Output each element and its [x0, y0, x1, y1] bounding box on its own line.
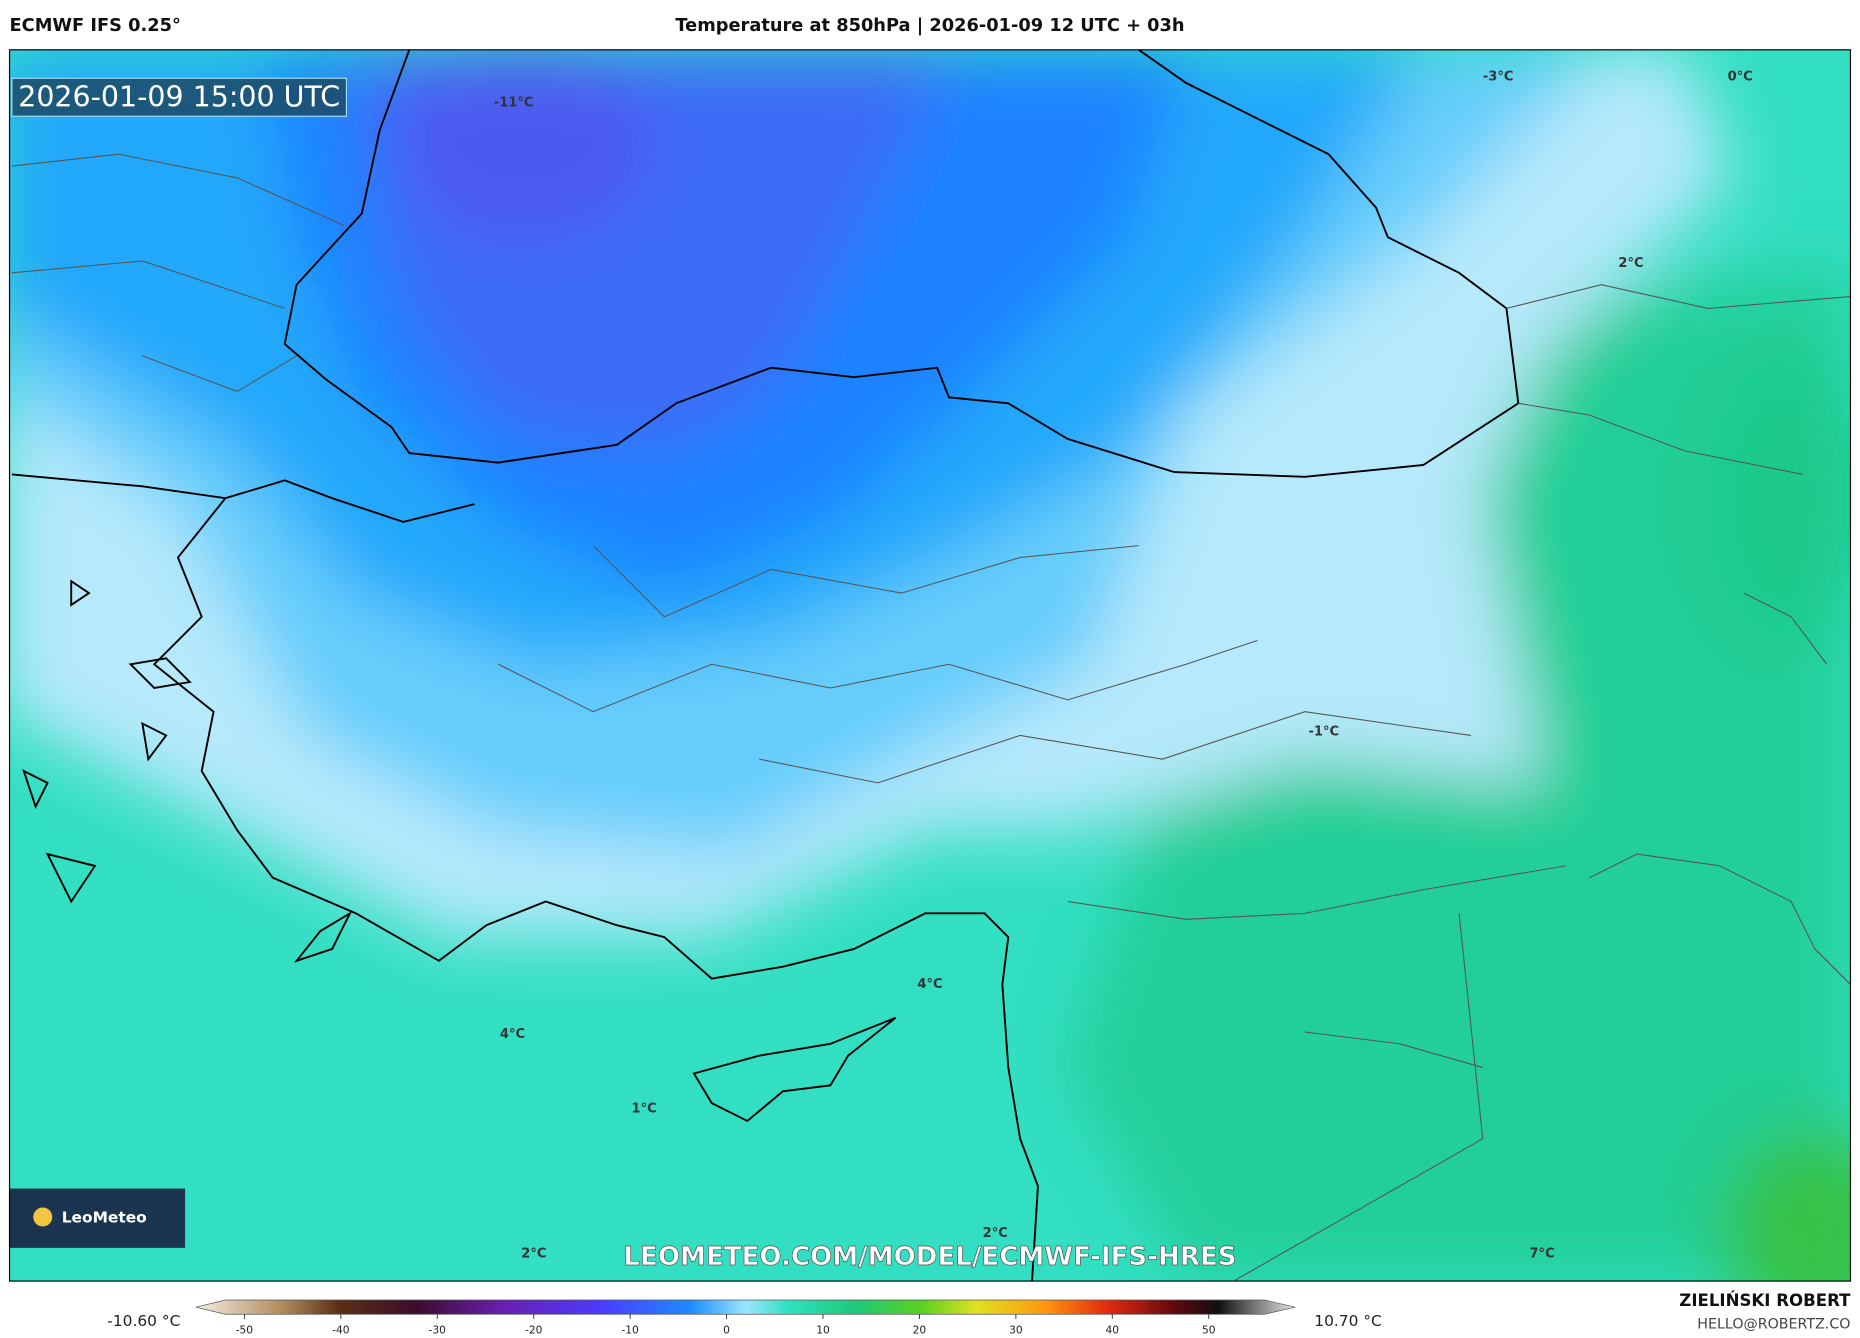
coastlines: [11, 49, 1520, 1282]
colorbar-bar: [195, 1299, 1296, 1315]
logo-text: LeoMeteo: [62, 1209, 147, 1227]
borders: [11, 153, 1851, 1282]
map-title: Temperature at 850hPa | 2026-01-09 12 UT…: [675, 15, 1184, 36]
contour-label: 4°C: [917, 977, 942, 992]
author: ZIELIŃSKI ROBERT: [1679, 1291, 1851, 1310]
logo-sun: [33, 1207, 53, 1227]
colorbar-tick-label: -10: [621, 1323, 639, 1336]
colorbar-tick-label: -30: [429, 1323, 447, 1336]
colorbar-tick-label: -20: [525, 1323, 543, 1336]
colorbar-tick-label: 20: [913, 1323, 927, 1336]
model-name: ECMWF IFS 0.25°: [10, 15, 181, 36]
colorbar-min: -10.60 °C: [107, 1312, 180, 1330]
timestamp: 2026-01-09 15:00 UTC: [18, 80, 340, 113]
contour-label: -3°C: [1483, 70, 1514, 85]
colorbar-tick-label: 30: [1009, 1323, 1023, 1336]
watermark: LEOMETEO.COM/MODEL/ECMWF-IFS-HRES: [623, 1242, 1236, 1272]
contour-label: -11°C: [494, 96, 534, 111]
contour-label: 7°C: [1529, 1246, 1554, 1261]
email: HELLO@ROBERTZ.CO: [1697, 1317, 1850, 1333]
contour-label: 2°C: [1618, 256, 1643, 271]
contour-label: 2°C: [521, 1246, 546, 1261]
contour-label: 0°C: [1728, 70, 1753, 85]
contour-label: 4°C: [500, 1027, 525, 1042]
map-frame: [8, 49, 1852, 1282]
contour-label: 2°C: [983, 1226, 1008, 1241]
colorbar-tick-label: -40: [332, 1323, 350, 1336]
colorbar-tick-label: 50: [1202, 1323, 1216, 1336]
colorbar-tick-label: -50: [236, 1323, 254, 1336]
timestamp-box: [11, 77, 347, 117]
colorbar: -10.60 °C 10.70 °C -50 -40 -30 -20 -10 0 10 20 3…: [107, 1299, 1382, 1336]
colorbar-tick-label: 0: [723, 1323, 730, 1336]
map: -11°C -3°C 0°C 2°C -1°C 4°C 4°C 1°C 2°C 2°C 7°C 20…: [9, 49, 1851, 1282]
contour-label: 1°C: [632, 1102, 657, 1117]
contour-label: -1°C: [1309, 724, 1340, 739]
colorbar-tick-label: 10: [816, 1323, 830, 1336]
colorbar-tick-label: 40: [1106, 1323, 1120, 1336]
colorbar-max: 10.70 °C: [1314, 1312, 1381, 1330]
